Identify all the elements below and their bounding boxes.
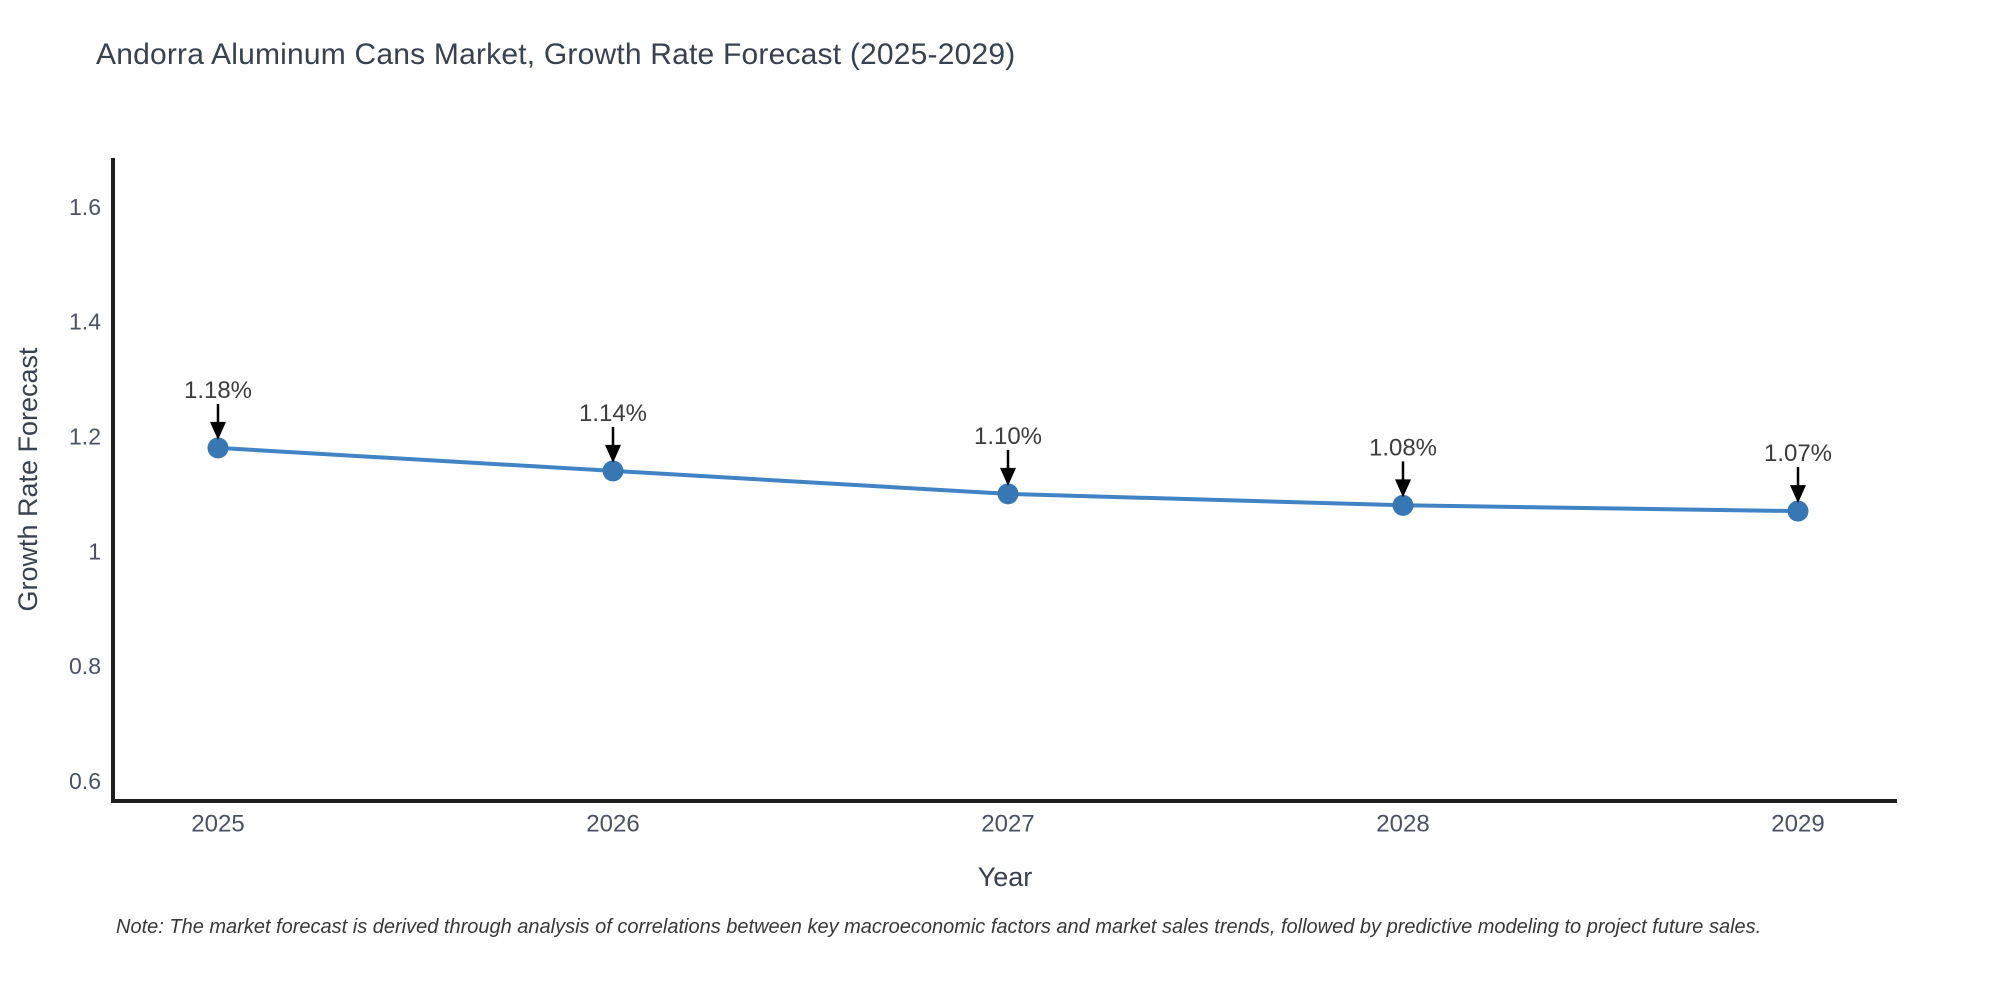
annotation-arrowhead [1395,479,1411,498]
point-value-label: 1.08% [1369,434,1437,461]
annotation-arrowhead [210,421,226,440]
x-tick-label: 2027 [981,811,1034,838]
x-tick-label: 2026 [586,811,639,838]
chart-footnote: Note: The market forecast is derived thr… [116,916,1762,938]
y-tick-label: 0.8 [69,653,101,679]
annotation-arrowhead [1000,467,1016,486]
x-tick-label: 2028 [1376,811,1429,838]
annotation-arrowhead [1790,485,1806,504]
annotation-arrowhead [605,444,621,463]
x-tick-label: 2029 [1771,811,1824,838]
data-point-marker [207,437,229,459]
y-tick-label: 1.2 [69,423,101,449]
y-tick-label: 1.4 [69,309,101,335]
data-point-marker [1787,500,1809,522]
point-value-label: 1.10% [974,423,1042,450]
data-point-marker [1392,494,1414,516]
point-value-label: 1.18% [184,377,252,404]
y-axis-title: Growth Rate Forecast [13,347,43,612]
y-tick-label: 1 [88,538,101,564]
point-value-label: 1.07% [1764,440,1832,467]
chart-title: Andorra Aluminum Cans Market, Growth Rat… [96,38,1016,71]
x-axis-title: Year [978,862,1033,892]
x-tick-label: 2025 [191,811,244,838]
y-tick-label: 0.6 [69,768,101,794]
data-point-marker [997,483,1019,505]
y-tick-label: 1.6 [69,194,101,220]
point-value-label: 1.14% [579,400,647,427]
data-point-marker [602,460,624,482]
